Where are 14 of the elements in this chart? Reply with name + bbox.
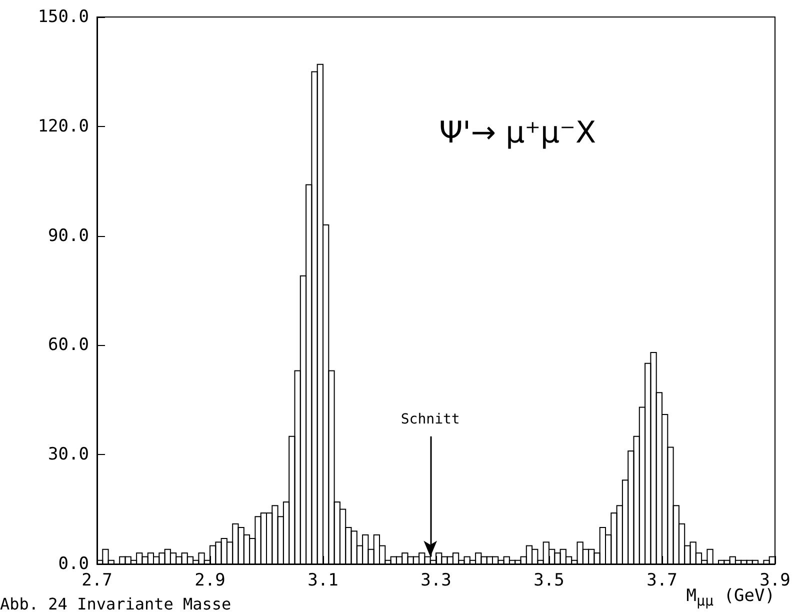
y-tick-label: 30.0: [48, 444, 89, 465]
y-tick-label: 60.0: [48, 335, 89, 356]
y-tick-label: 150.0: [38, 7, 89, 27]
annotation: Schnitt: [400, 411, 460, 428]
x-tick-label: 3.5: [534, 570, 564, 590]
x-tick-label: 3.7: [646, 570, 678, 590]
x-tick-label: 2.9: [194, 570, 226, 590]
x-tick-label: 3.3: [420, 570, 452, 590]
y-tick-label: 90.0: [48, 226, 89, 246]
annotation: Ψ'→ μ⁺μ⁻X: [439, 116, 596, 150]
caption: Abb. 24 Invariante Masse: [0, 594, 232, 614]
x-tick-label: 3.1: [308, 570, 338, 590]
y-tick-label: 120.0: [38, 116, 89, 136]
x-axis-title: M$_{μμ}$ (GeV): [686, 586, 775, 610]
